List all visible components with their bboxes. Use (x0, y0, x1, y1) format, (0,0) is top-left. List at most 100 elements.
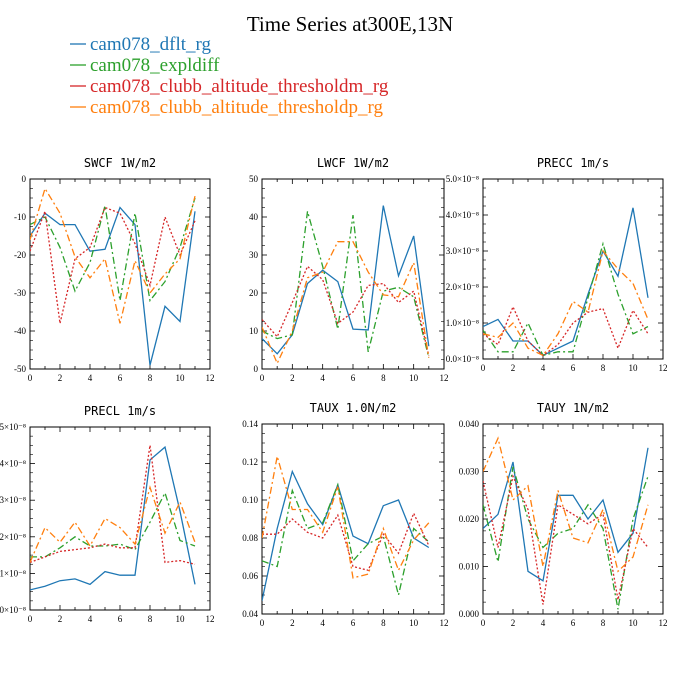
series-line-2 (30, 445, 196, 565)
y-tick-label: 1×10⁻⁸ (0, 568, 26, 578)
panel-title: PRECL 1m/s (84, 404, 156, 418)
x-tick-label: 4 (88, 373, 93, 383)
y-tick-label: 3×10⁻⁸ (0, 495, 26, 505)
series-line-0 (262, 469, 430, 601)
series-line-3 (30, 485, 196, 563)
panel-precc: PRECC 1m/s 0 2 4 6 8 10 12 0.0×10⁻⁸ 1.0×10⁻⁸ 2.0×1… (446, 156, 668, 373)
x-tick-label: 8 (381, 618, 386, 628)
x-tick-label: 12 (206, 373, 215, 383)
series-line-3 (262, 456, 430, 579)
x-tick-label: 6 (118, 614, 123, 624)
x-tick-label: 0 (481, 618, 486, 628)
x-tick-label: 0 (260, 618, 265, 628)
series-line-0 (262, 205, 430, 355)
y-tick-label: 50 (249, 174, 259, 184)
legend: cam078_dflt_rgcam078_expldiffcam078_club… (70, 34, 389, 118)
y-tick-label: 5.0×10⁻⁸ (446, 174, 479, 184)
x-tick-label: 10 (629, 363, 639, 373)
panel-tauy: TAUY 1N/m2 0 2 4 6 8 10 12 0.000 0.010 0.020 0.030 0… (459, 401, 668, 628)
x-tick-label: 8 (381, 373, 386, 383)
plot-frame (261, 423, 445, 615)
x-tick-label: 8 (148, 373, 153, 383)
series-line-3 (483, 436, 649, 573)
x-tick-label: 10 (629, 618, 639, 628)
y-tick-label: 30 (249, 250, 259, 260)
legend-label-0: cam078_dflt_rg (90, 34, 212, 55)
y-tick-label: 0.040 (459, 419, 480, 429)
series-line-0 (30, 206, 196, 366)
y-tick-label: -40 (14, 326, 26, 336)
x-tick-label: 10 (176, 614, 186, 624)
series-line-2 (483, 305, 649, 357)
x-tick-label: 4 (320, 618, 325, 628)
series-line-3 (483, 249, 649, 357)
y-tick-label: 1.0×10⁻⁸ (446, 318, 479, 328)
y-tick-label: 20 (249, 288, 259, 298)
y-tick-label: 0.14 (242, 419, 258, 429)
x-tick-label: 2 (511, 363, 516, 373)
series-line-1 (30, 197, 196, 303)
series-line-1 (483, 466, 649, 610)
series-line-0 (483, 447, 649, 582)
series-line-2 (30, 206, 196, 324)
y-tick-label: -20 (14, 250, 26, 260)
panel-swcf: SWCF 1W/m2 0 2 4 6 8 10 12 -50 -40 -30 -20 -10 0 (14, 156, 215, 383)
y-tick-label: 0.010 (459, 562, 480, 572)
y-tick-label: -30 (14, 288, 26, 298)
panel-taux: TAUX 1.0N/m2 0 2 4 6 8 10 12 0.04 0.06 0.08 0.10 0.1… (242, 401, 448, 628)
y-tick-label: 0.06 (242, 571, 258, 581)
x-tick-label: 2 (58, 614, 63, 624)
series-line-3 (262, 241, 430, 365)
panel-lwcf: LWCF 1W/m2 0 2 4 6 8 10 12 0 10 20 30 40 50 (249, 156, 449, 383)
y-tick-label: 5×10⁻⁸ (0, 422, 26, 432)
x-tick-label: 12 (206, 614, 215, 624)
series-line-0 (30, 445, 196, 591)
x-tick-label: 8 (148, 614, 153, 624)
x-tick-label: 2 (511, 618, 516, 628)
series-line-3 (30, 186, 196, 324)
series-line-2 (262, 511, 430, 572)
y-tick-label: 0.08 (242, 533, 258, 543)
series-line-1 (262, 211, 430, 358)
y-tick-label: 2×10⁻⁸ (0, 532, 26, 542)
y-tick-label: 2.0×10⁻⁸ (446, 282, 479, 292)
x-tick-label: 6 (118, 373, 123, 383)
series-line-1 (30, 491, 196, 558)
x-tick-label: 2 (58, 373, 63, 383)
legend-label-2: cam078_clubb_altitude_thresholdm_rg (90, 76, 389, 97)
x-tick-label: 12 (440, 373, 449, 383)
x-tick-label: 4 (88, 614, 93, 624)
y-tick-label: 40 (249, 212, 259, 222)
y-tick-label: 4.0×10⁻⁸ (446, 210, 479, 220)
y-tick-label: 0×10⁻⁸ (0, 605, 26, 615)
y-tick-label: 4×10⁻⁸ (0, 459, 26, 469)
x-tick-label: 10 (409, 373, 419, 383)
y-tick-label: 0.030 (459, 467, 480, 477)
x-tick-label: 6 (571, 618, 576, 628)
x-tick-label: 8 (601, 618, 606, 628)
series-line-1 (483, 241, 649, 357)
series-line-2 (483, 474, 649, 605)
y-tick-label: 0.12 (242, 457, 258, 467)
panel-title: TAUX 1.0N/m2 (310, 401, 397, 415)
x-tick-label: 2 (290, 373, 295, 383)
x-tick-label: 10 (409, 618, 419, 628)
x-tick-label: 12 (659, 363, 668, 373)
y-tick-label: 0 (22, 174, 27, 184)
x-tick-label: 12 (440, 618, 449, 628)
x-tick-label: 12 (659, 618, 668, 628)
series-line-0 (483, 207, 649, 357)
x-tick-label: 4 (541, 363, 546, 373)
chart-panels: SWCF 1W/m20 2 4 6 8 10 12-50-40-30-20-100LWCF … (0, 156, 668, 628)
y-tick-label: 3.0×10⁻⁸ (446, 246, 479, 256)
y-tick-label: 0.04 (242, 609, 258, 619)
x-tick-label: 6 (351, 373, 356, 383)
x-tick-label: 4 (320, 373, 325, 383)
y-tick-label: 0.0×10⁻⁸ (446, 354, 479, 364)
x-tick-label: 2 (290, 618, 295, 628)
x-tick-label: 0 (28, 373, 33, 383)
legend-label-1: cam078_expldiff (90, 55, 220, 76)
x-tick-label: 0 (28, 614, 33, 624)
y-tick-label: 0.020 (459, 514, 480, 524)
